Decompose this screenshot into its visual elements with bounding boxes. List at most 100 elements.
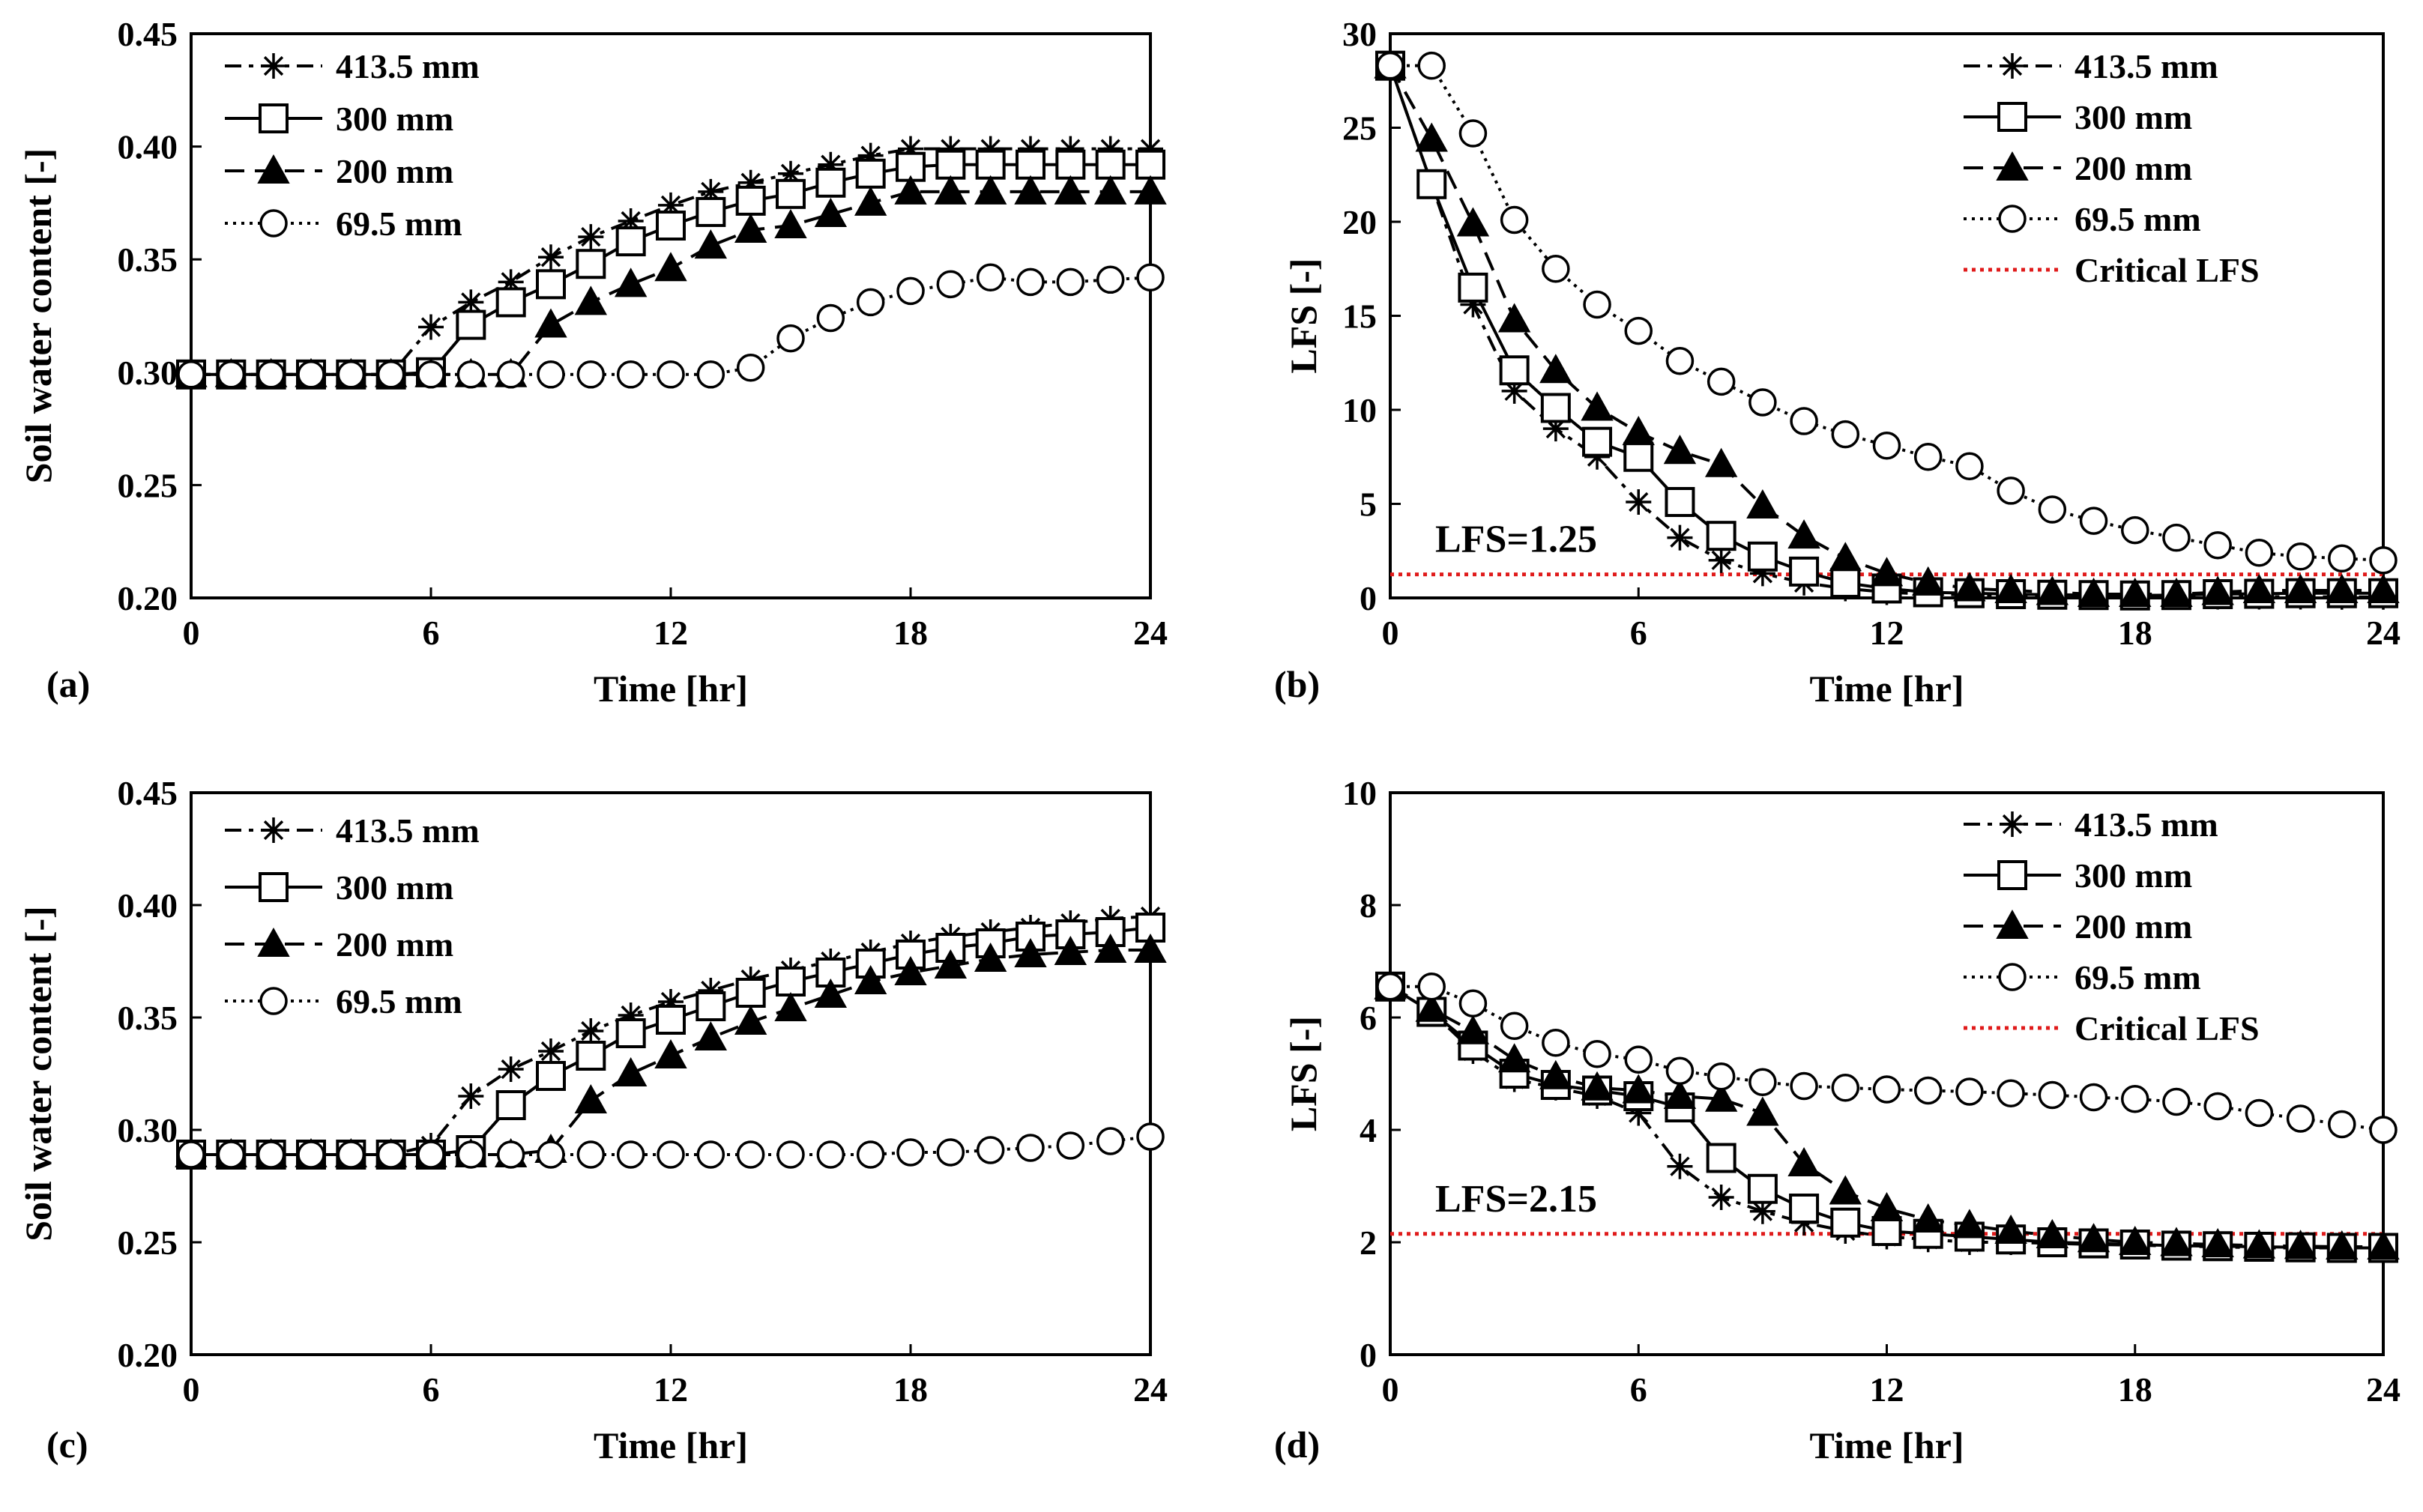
data-point-triangle — [1415, 122, 1448, 152]
data-point-circle — [2203, 530, 2232, 560]
data-point-star — [1460, 291, 1486, 318]
data-point-circle — [936, 270, 965, 299]
legend-marker-triangle — [257, 927, 290, 957]
data-point-square — [495, 1090, 526, 1120]
data-point-square — [975, 149, 1006, 180]
data-point-triangle — [2242, 1229, 2276, 1259]
data-point-circle — [976, 263, 1005, 292]
data-point-square — [1055, 149, 1086, 180]
y-axis-title: LFS [-] — [1282, 1016, 1324, 1131]
data-point-circle — [1790, 407, 1818, 435]
data-point-star — [1749, 560, 1775, 587]
data-point-circle — [1748, 388, 1777, 417]
legend-label: Critical LFS — [2075, 1009, 2260, 1047]
data-point-circle — [1016, 1134, 1045, 1162]
data-point-circle — [2079, 506, 2108, 535]
data-point-star — [1138, 136, 1163, 162]
legend-label: 300 mm — [2075, 98, 2192, 136]
data-point-triangle — [1497, 1043, 1531, 1073]
data-point-triangle — [2160, 577, 2193, 607]
legend-marker-triangle — [1996, 909, 2029, 939]
data-point-triangle — [2201, 1227, 2234, 1257]
y-tick-label: 8 — [1360, 886, 1377, 925]
x-tick-label: 6 — [1630, 614, 1647, 652]
data-point-triangle — [654, 252, 687, 282]
data-point-circle — [1665, 1056, 1695, 1085]
data-point-star — [458, 289, 484, 315]
data-point-star — [778, 160, 803, 187]
data-point-square — [1830, 1207, 1861, 1238]
data-point-circle — [1624, 316, 1653, 345]
legend-label: 200 mm — [336, 152, 453, 190]
legend-label: 69.5 mm — [336, 982, 462, 1020]
legend-marker-circle — [259, 987, 288, 1015]
y-tick-label: 0.25 — [118, 466, 178, 504]
data-point-circle — [1458, 989, 1488, 1017]
y-axis-title: Soil water content [-] — [17, 906, 59, 1242]
data-point-circle — [2203, 1092, 2232, 1121]
data-point-triangle — [614, 267, 648, 297]
legend-label: 300 mm — [336, 100, 453, 138]
legend: 413.5 mm 300 mm 200 mm 69.5 mm Critical LFS — [1964, 47, 2260, 289]
legend-label: 69.5 mm — [2075, 200, 2201, 238]
data-point-triangle — [774, 991, 807, 1021]
data-point-circle — [537, 1140, 565, 1169]
data-point-triangle — [2077, 1223, 2110, 1253]
y-tick-label: 2 — [1360, 1224, 1377, 1262]
data-point-circle — [337, 360, 366, 389]
data-point-circle — [1624, 1045, 1653, 1074]
data-point-square — [1095, 149, 1126, 180]
x-tick-label: 12 — [1870, 614, 1904, 652]
data-point-circle — [1997, 477, 2025, 505]
data-point-star — [1708, 1185, 1734, 1210]
data-point-star — [538, 1038, 564, 1064]
data-point-square — [1789, 556, 1820, 587]
data-point-star — [498, 1056, 524, 1082]
legend: 413.5 mm 300 mm 200 mm 69.5 mm — [225, 811, 480, 1020]
data-point-triangle — [894, 955, 927, 985]
data-point-star — [498, 269, 524, 295]
data-point-triangle — [1829, 542, 1862, 572]
data-point-triangle — [1054, 935, 1087, 965]
x-axis-title: Time [hr] — [594, 668, 748, 710]
data-point-circle — [1955, 1077, 1984, 1106]
data-point-square — [656, 211, 686, 241]
data-point-star — [1708, 547, 1734, 573]
data-point-circle — [1500, 205, 1529, 235]
y-tick-label: 10 — [1342, 774, 1377, 812]
data-point-circle — [177, 360, 205, 389]
legend-label: 300 mm — [2075, 856, 2192, 895]
legend-marker-star — [2000, 811, 2025, 837]
data-point-star — [698, 178, 724, 205]
y-tick-label: 0.20 — [118, 579, 178, 617]
critical-lfs-annotation: LFS=2.15 — [1435, 1178, 1597, 1221]
x-tick-label: 18 — [2118, 614, 2152, 652]
data-point-circle — [776, 1140, 805, 1169]
data-point-triangle — [1912, 1203, 1945, 1233]
data-point-triangle — [1014, 175, 1047, 205]
data-point-circle — [1376, 51, 1404, 80]
legend-label: 413.5 mm — [336, 47, 480, 85]
data-point-triangle — [2119, 1225, 2152, 1255]
data-point-circle — [2162, 1087, 2191, 1116]
data-point-circle — [1542, 255, 1570, 283]
legend-marker-triangle — [257, 154, 290, 184]
data-point-triangle — [814, 978, 848, 1008]
chart-panel-1: 0.20 0.25 0.30 0.35 0.40 0.45 0 6 12 18 24 Time [hr… — [17, 15, 1168, 710]
x-tick-label: 0 — [1382, 1370, 1399, 1409]
data-point-star — [1626, 1100, 1652, 1126]
data-point-triangle — [934, 949, 968, 979]
x-tick-label: 24 — [1133, 1370, 1168, 1409]
data-point-circle — [2079, 1083, 2108, 1112]
x-tick-label: 6 — [423, 614, 440, 652]
data-point-circle — [2162, 523, 2191, 552]
data-point-triangle — [814, 197, 848, 227]
data-point-circle — [2121, 515, 2149, 545]
data-point-circle — [496, 1140, 525, 1169]
data-point-square — [615, 226, 646, 257]
data-point-circle — [1665, 346, 1695, 375]
data-point-triangle — [2036, 1218, 2069, 1248]
data-point-triangle — [2077, 577, 2110, 607]
data-point-star — [538, 244, 564, 270]
